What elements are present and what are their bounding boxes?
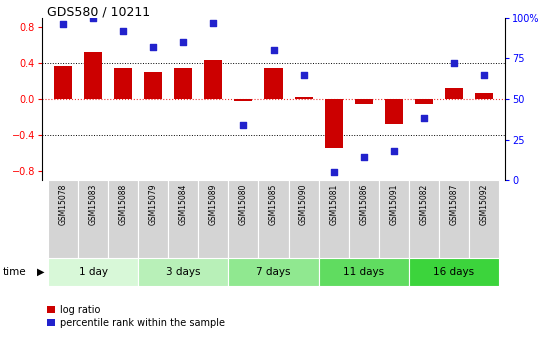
Text: time: time (3, 267, 26, 277)
Bar (259, 180, 288, 258)
Bar (349, 180, 379, 258)
Point (239, 122, 248, 128)
Text: GSM15081: GSM15081 (329, 184, 338, 225)
Bar (78, 180, 108, 258)
Bar (174, 68, 192, 99)
Point (119, 28, 127, 34)
Bar (379, 180, 409, 258)
Text: ▶: ▶ (37, 267, 44, 277)
Bar (48, 180, 78, 258)
Text: 7 days: 7 days (256, 267, 291, 277)
Bar (84, 52, 102, 99)
Bar (198, 180, 228, 258)
Text: GSM15085: GSM15085 (269, 184, 278, 225)
Bar (168, 180, 198, 258)
Point (450, 61, 458, 66)
Point (360, 155, 368, 160)
Bar (138, 258, 228, 286)
Bar (204, 60, 222, 99)
Bar (114, 68, 132, 99)
Text: GSM15086: GSM15086 (359, 184, 368, 225)
Bar (319, 180, 349, 258)
Bar (234, 99, 253, 101)
Text: GSM15092: GSM15092 (480, 184, 489, 225)
Bar (325, 99, 343, 148)
Point (480, 72, 488, 78)
Point (179, 40, 187, 45)
Bar (288, 180, 319, 258)
Bar (228, 180, 259, 258)
Text: 1 day: 1 day (79, 267, 107, 277)
Legend: log ratio, percentile rank within the sample: log ratio, percentile rank within the sa… (47, 305, 225, 328)
Text: GSM15078: GSM15078 (58, 184, 68, 225)
Text: GSM15089: GSM15089 (209, 184, 218, 225)
Bar (48, 258, 138, 286)
Bar (445, 88, 463, 99)
Text: 11 days: 11 days (343, 267, 384, 277)
Bar (144, 72, 162, 99)
Bar (319, 258, 409, 286)
Bar (108, 180, 138, 258)
Point (420, 116, 428, 121)
Bar (138, 180, 168, 258)
Point (149, 45, 158, 50)
Point (299, 72, 308, 78)
Text: 3 days: 3 days (166, 267, 200, 277)
Point (329, 169, 338, 175)
Text: GSM15088: GSM15088 (119, 184, 127, 225)
Bar (355, 99, 373, 105)
Text: GSM15083: GSM15083 (89, 184, 98, 225)
Text: GSM15082: GSM15082 (420, 184, 428, 225)
Bar (265, 68, 282, 99)
Bar (475, 93, 493, 99)
Bar (439, 180, 469, 258)
Text: GSM15090: GSM15090 (299, 184, 308, 225)
Bar (294, 97, 313, 99)
Bar (384, 99, 403, 124)
Bar (228, 258, 319, 286)
Text: GSM15091: GSM15091 (389, 184, 399, 225)
Point (269, 48, 278, 53)
Bar (409, 258, 499, 286)
Text: GSM15080: GSM15080 (239, 184, 248, 225)
Text: GSM15079: GSM15079 (148, 184, 158, 225)
Text: GSM15084: GSM15084 (179, 184, 188, 225)
Point (389, 148, 398, 154)
Text: GSM15087: GSM15087 (449, 184, 458, 225)
Bar (54, 66, 72, 99)
Text: GDS580 / 10211: GDS580 / 10211 (47, 6, 150, 19)
Point (59, 22, 68, 27)
Bar (415, 99, 433, 103)
Point (89, 15, 97, 21)
Bar (469, 180, 499, 258)
Point (209, 20, 218, 26)
Bar (409, 180, 439, 258)
Text: 16 days: 16 days (433, 267, 475, 277)
